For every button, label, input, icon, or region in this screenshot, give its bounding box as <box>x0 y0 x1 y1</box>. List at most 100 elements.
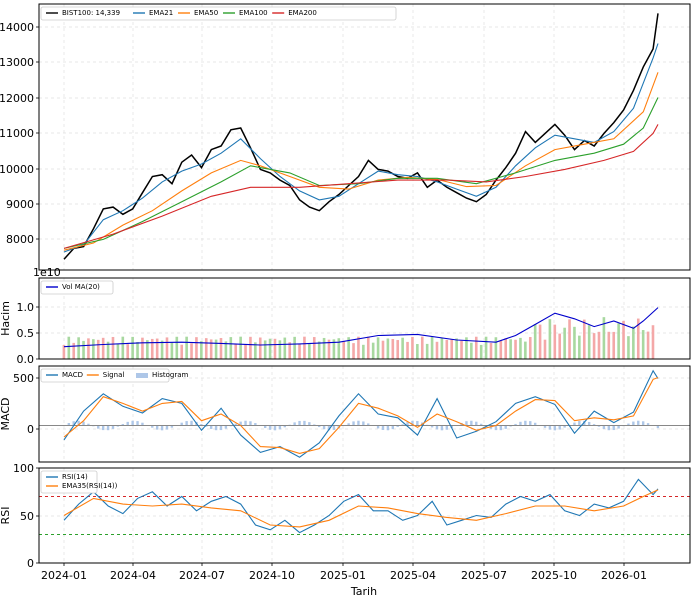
histogram-bar <box>357 420 360 426</box>
histogram-bar <box>362 421 365 426</box>
volume-bar <box>268 338 272 359</box>
histogram-bar <box>249 421 252 426</box>
volume-bar <box>347 337 350 359</box>
legend-box <box>40 6 397 21</box>
volume-bar <box>425 343 429 359</box>
histogram-bar <box>656 425 660 429</box>
x-tick-label: 2026-01 <box>601 569 647 582</box>
volume-bar <box>528 337 532 359</box>
volume-bar <box>77 337 80 359</box>
y-axis-label: RSI <box>0 507 12 525</box>
volume-bar <box>185 336 188 359</box>
y-tick-label: 0.0 <box>17 353 35 366</box>
volume-bar <box>332 339 336 359</box>
histogram-bar <box>214 425 218 431</box>
volume-bar <box>582 319 586 359</box>
volume-bar <box>239 336 242 359</box>
histogram-bar <box>200 424 203 426</box>
volume-bar <box>150 338 154 359</box>
volume-bar <box>479 344 483 359</box>
y-tick-label: 12000 <box>0 92 34 105</box>
volume-bar <box>435 341 439 359</box>
volume-bar <box>416 344 419 359</box>
volume-bar <box>136 342 139 359</box>
y-tick-label: 0 <box>27 557 34 570</box>
histogram-bar <box>224 425 228 429</box>
histogram-bar <box>391 425 395 430</box>
histogram-bar <box>97 425 100 429</box>
histogram-bar <box>298 420 301 426</box>
legend: BIST100: 14,339 EMA21 EMA50 EMA100 EMA200 <box>40 6 397 21</box>
volume-bar <box>470 342 473 359</box>
legend-box <box>40 368 170 383</box>
volume-bar <box>533 324 537 359</box>
volume-bar <box>352 343 355 359</box>
histogram-bar <box>82 421 85 426</box>
histogram-bar <box>602 425 606 429</box>
legend-label: Histogram <box>152 371 188 379</box>
histogram-bar <box>327 425 331 431</box>
volume-bar <box>175 336 179 359</box>
histogram-bar <box>548 425 552 430</box>
histogram-bar <box>268 425 272 430</box>
x-tick-label: 2024-04 <box>110 569 156 582</box>
volume-bar <box>317 341 321 359</box>
panel-frame <box>38 365 691 463</box>
volume-bar <box>396 340 400 359</box>
histogram-bar <box>627 423 630 426</box>
histogram-bar <box>308 422 311 426</box>
volume-bar <box>524 341 527 359</box>
histogram-bar <box>317 425 321 428</box>
legend-label: Vol MA(20) <box>62 283 100 291</box>
histogram-bar <box>381 425 385 430</box>
legend-box <box>40 280 114 295</box>
scale-label: 1e10 <box>33 266 61 279</box>
volume-bar <box>126 344 130 359</box>
histogram-bar <box>190 420 193 426</box>
volume-bar <box>342 341 346 359</box>
histogram-bar <box>136 421 139 426</box>
histogram-bar <box>313 424 316 426</box>
y-tick-label: 13000 <box>0 56 34 69</box>
histogram-bar <box>494 425 498 431</box>
histogram-bar <box>509 425 512 427</box>
volume-bar <box>116 343 120 359</box>
volume-bar <box>72 342 76 359</box>
histogram-bar <box>583 420 586 426</box>
volume-bar <box>509 339 512 359</box>
histogram-bar <box>578 421 581 426</box>
volume-bar <box>366 336 370 359</box>
volume-bar <box>563 327 566 359</box>
volume-bar <box>376 337 380 359</box>
histogram-bar <box>278 425 282 430</box>
volume-bar <box>254 342 257 359</box>
volume-bar <box>391 339 395 359</box>
histogram-bar <box>121 424 125 426</box>
histogram-bar <box>111 425 115 429</box>
volume-bar <box>87 338 90 359</box>
histogram-bar <box>87 423 90 426</box>
histogram-bar <box>543 425 547 428</box>
histogram-bar <box>205 425 208 427</box>
volume-bar <box>141 337 144 359</box>
histogram-bar <box>401 424 404 426</box>
volume-bar <box>627 336 630 359</box>
volume-bar <box>636 318 640 359</box>
legend-label: BIST100: 14,339 <box>62 9 120 17</box>
volume-bar <box>440 337 444 359</box>
y-tick-label: 10000 <box>0 163 34 176</box>
volume-bar <box>617 323 620 359</box>
y-tick-label: 500 <box>13 372 34 385</box>
legend: RSI(14)EMA35(RSI(14)) <box>40 470 118 494</box>
volume-bar <box>337 338 341 359</box>
x-tick-label: 2025-07 <box>461 569 507 582</box>
series-line <box>63 307 659 348</box>
volume-bar <box>411 336 414 359</box>
series-line <box>63 369 659 458</box>
histogram-bar <box>185 421 188 426</box>
volume-bar <box>293 336 296 359</box>
histogram-bar <box>465 421 468 426</box>
volume-bar <box>249 336 252 359</box>
volume-bar <box>465 337 468 359</box>
